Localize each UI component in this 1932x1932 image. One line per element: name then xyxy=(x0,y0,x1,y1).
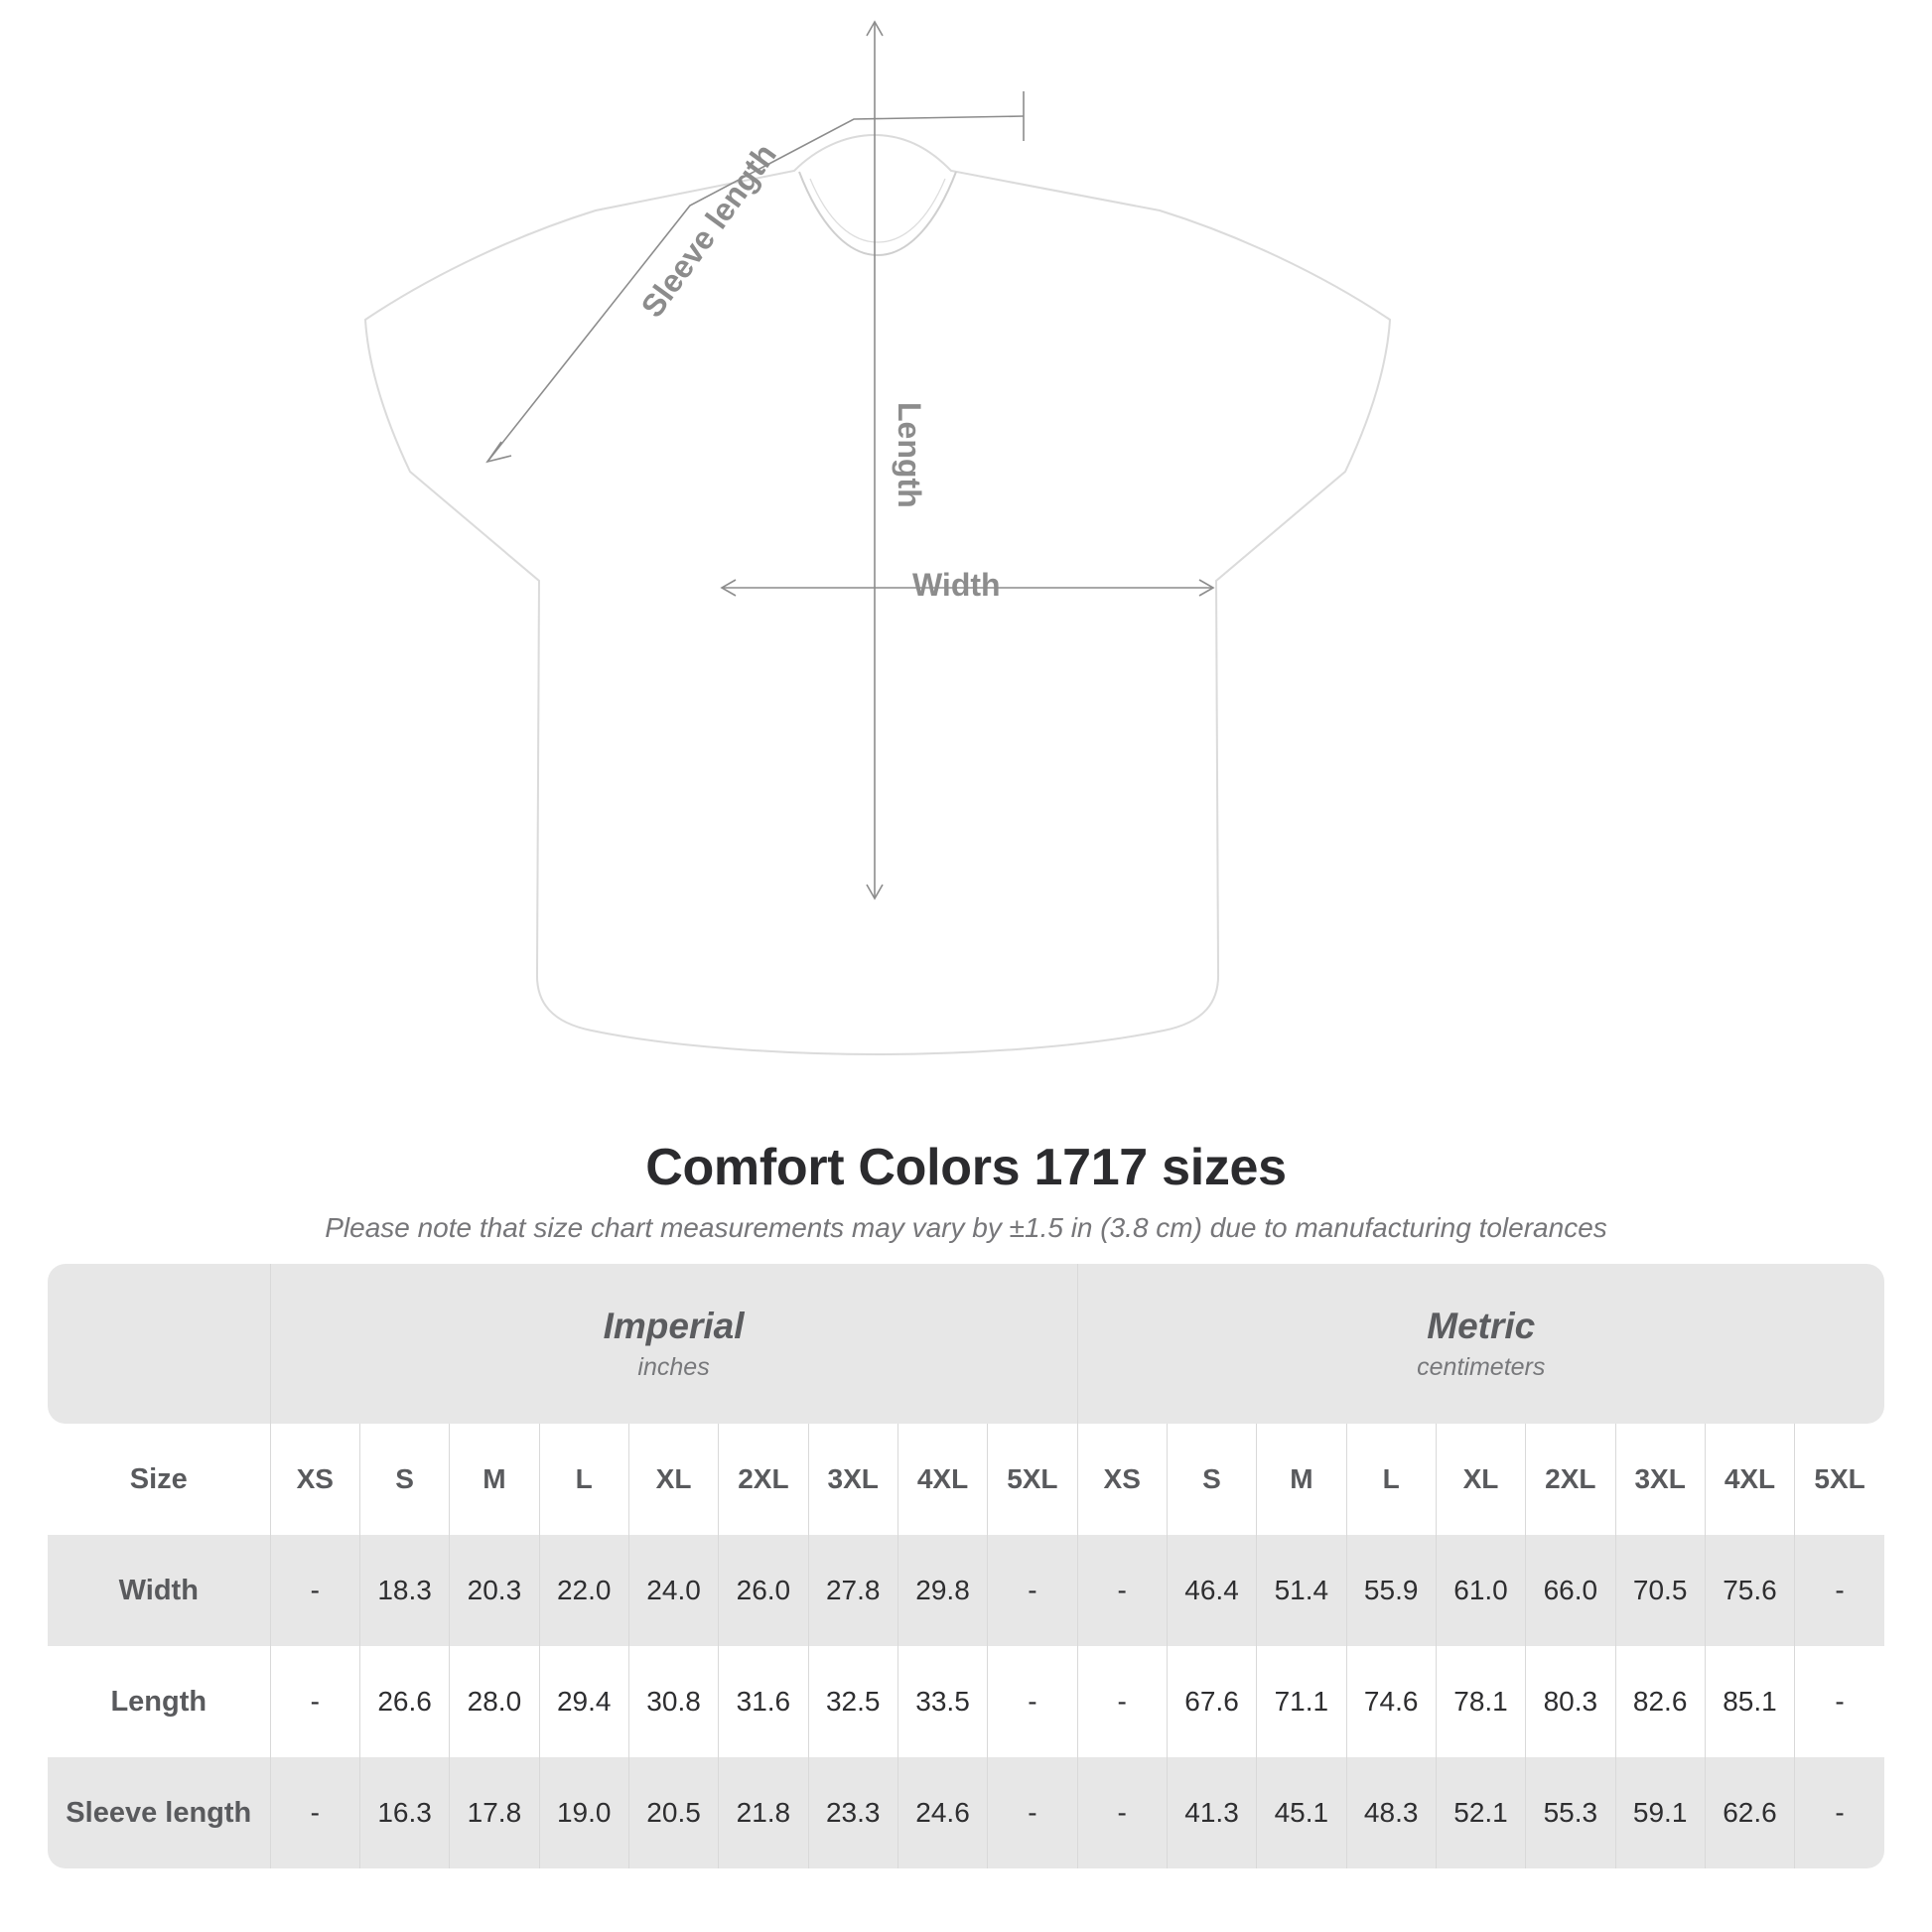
svg-text:Width: Width xyxy=(912,567,1001,603)
svg-text:Length: Length xyxy=(892,402,927,508)
